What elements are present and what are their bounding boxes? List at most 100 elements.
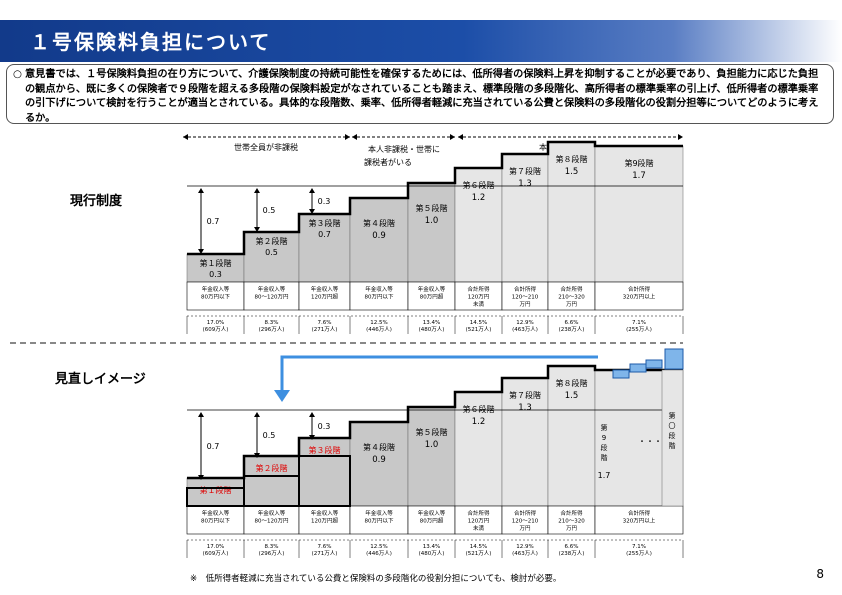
current-income-cell-2 xyxy=(243,281,300,311)
current-share-pct-2: 8.3% xyxy=(265,320,279,326)
current-stage-2-name: 第２段階 xyxy=(256,236,288,246)
review-stage-10-name-1: 第 xyxy=(669,411,676,420)
review-income-text-6-3: 未満 xyxy=(473,524,485,532)
review-income-cell-1 xyxy=(186,505,245,535)
current-reduction-arrowhead-down-2 xyxy=(254,227,260,232)
current-stage-6-name: 第６段階 xyxy=(463,180,495,190)
current-share-pct-1: 17.0% xyxy=(207,320,224,326)
review-income-text-8-3: 万円 xyxy=(566,525,578,532)
review-reduction-value-1: 0.7 xyxy=(207,442,220,451)
current-income-text-8-1: 合計所得 xyxy=(560,285,583,293)
bullet-mark: ○ xyxy=(13,69,22,80)
review-share-pct-2: 8.3% xyxy=(265,544,279,550)
review-share-count-3: (271万人) xyxy=(312,550,338,557)
current-income-text-2-1: 年金収入等 xyxy=(258,285,286,293)
current-share-pct-4: 12.5% xyxy=(370,320,387,326)
current-reduction-arrowhead-down-1 xyxy=(198,249,204,254)
review-stage-10-name-3: 段 xyxy=(669,431,676,440)
review-income-text-8-1: 合計所得 xyxy=(560,509,583,517)
current-reduction-value-2: 0.5 xyxy=(263,206,276,215)
current-stage-9-rate: 1.7 xyxy=(632,171,646,181)
review-share-count-9: (255万人) xyxy=(626,550,652,557)
review-blue-arrow xyxy=(280,355,598,392)
current-reduction-value-3: 0.3 xyxy=(318,197,331,206)
review-stage-9-name-4: 階 xyxy=(601,453,608,462)
review-share-pct-5: 13.4% xyxy=(423,544,440,550)
group-arrow-taxed-head-right xyxy=(678,134,683,140)
review-stage-4-rate: 0.9 xyxy=(372,455,386,465)
current-stage-4-rate: 0.9 xyxy=(372,231,386,241)
review-stage-4-name: 第４段階 xyxy=(363,442,395,452)
review-stage-7-rate: 1.3 xyxy=(518,403,532,413)
current-income-text-9-1: 合計所得 xyxy=(628,285,651,293)
current-income-cell-6 xyxy=(454,281,503,311)
title-banner: １号保険料負担について xyxy=(0,20,842,62)
group-label-household-2: 課税者がいる xyxy=(364,157,412,167)
review-stage-7-column xyxy=(501,377,549,507)
current-share-count-9: (255万人) xyxy=(626,326,652,333)
current-share-count-1: (609万人) xyxy=(203,326,229,333)
current-income-text-7-3: 万円 xyxy=(519,301,531,308)
review-income-text-2-1: 年金収入等 xyxy=(258,509,286,517)
review-share-pct-3: 7.6% xyxy=(318,544,332,550)
review-income-text-5-1: 年金収入等 xyxy=(418,509,446,517)
group-arrow-taxed-head-left xyxy=(458,134,463,140)
review-stage-3-name: 第３段階 xyxy=(309,445,341,455)
current-income-text-6-3: 未満 xyxy=(473,300,485,308)
current-income-text-3-2: 120万円超 xyxy=(311,293,338,301)
current-income-text-1-2: 80万円以下 xyxy=(201,294,230,301)
current-income-text-2-2: 80〜120万円 xyxy=(255,294,289,301)
review-share-pct-7: 12.9% xyxy=(516,544,533,550)
current-reduction-value-1: 0.7 xyxy=(207,217,220,226)
review-income-text-4-2: 80万円以下 xyxy=(365,518,394,525)
current-stage-1-name: 第１段階 xyxy=(200,258,232,268)
current-share-count-2: (296万人) xyxy=(259,326,285,333)
review-reduction-arrowhead-up-3 xyxy=(309,412,315,417)
current-income-text-3-1: 年金収入等 xyxy=(311,285,339,293)
intro-text: 意見書では、１号保険料負担の在り方について、介護保険制度の持続可能性を確保するた… xyxy=(25,69,819,124)
current-stage-1-column xyxy=(186,253,245,283)
current-stage-5-rate: 1.0 xyxy=(425,216,439,226)
current-reduction-arrowhead-down-3 xyxy=(309,209,315,214)
current-stage-7-name: 第７段階 xyxy=(509,166,541,176)
current-stage-3-name: 第３段階 xyxy=(309,218,341,228)
review-share-pct-8: 6.6% xyxy=(565,544,579,550)
review-stage-5-rate: 1.0 xyxy=(425,440,439,450)
review-income-text-7-3: 万円 xyxy=(519,525,531,532)
review-income-text-8-2: 210〜320 xyxy=(558,519,585,525)
current-stage-2-rate: 0.5 xyxy=(265,248,278,257)
current-income-cell-7 xyxy=(501,281,549,311)
current-reduction-arrowhead-up-3 xyxy=(309,188,315,193)
current-stage-6-column xyxy=(454,167,503,283)
current-income-text-5-1: 年金収入等 xyxy=(418,285,446,293)
current-income-cell-4 xyxy=(349,281,409,311)
current-income-text-1-1: 年金収入等 xyxy=(202,285,230,293)
current-income-text-6-1: 合計所得 xyxy=(467,285,490,293)
current-stage-3-rate: 0.7 xyxy=(318,230,331,239)
current-share-pct-6: 14.5% xyxy=(470,320,487,326)
review-reduction-value-2: 0.5 xyxy=(263,431,276,440)
review-income-text-3-1: 年金収入等 xyxy=(311,509,339,517)
current-income-text-5-2: 80万円超 xyxy=(420,293,444,301)
review-share-count-1: (609万人) xyxy=(203,550,229,557)
current-share-pct-7: 12.9% xyxy=(516,320,533,326)
review-blue-step-top xyxy=(664,348,684,370)
review-income-text-7-1: 合計所得 xyxy=(514,509,537,517)
current-stage-9-name: 第9段階 xyxy=(624,158,653,168)
review-stage-5-column xyxy=(407,406,456,507)
current-stage-5-name: 第５段階 xyxy=(416,203,448,213)
current-reduction-arrowhead-up-1 xyxy=(198,188,204,193)
current-income-text-4-1: 年金収入等 xyxy=(365,285,393,293)
review-income-text-3-2: 120万円超 xyxy=(311,517,338,525)
group-label-household-1: 本人非課税・世帯に xyxy=(368,144,440,154)
current-income-cell-9 xyxy=(594,281,684,311)
review-stage-10-column xyxy=(661,369,684,507)
review-stage-6-rate: 1.2 xyxy=(472,417,486,427)
review-stage-2-column xyxy=(243,455,300,507)
current-stage-8-rate: 1.5 xyxy=(565,167,579,177)
current-income-text-9-2: 320万円以上 xyxy=(623,293,656,301)
current-stage-3-column xyxy=(298,213,351,283)
review-income-text-6-1: 合計所得 xyxy=(467,509,490,517)
review-share-count-5: (480万人) xyxy=(419,550,445,557)
